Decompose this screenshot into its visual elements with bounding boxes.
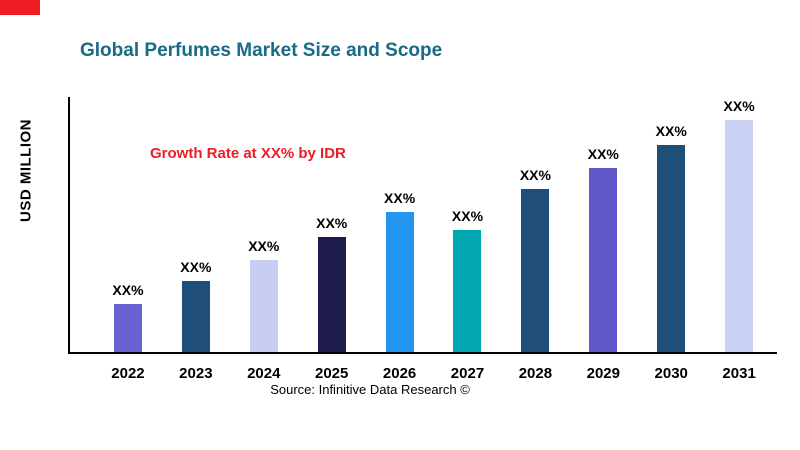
bar-group-2029: XX% 2029 [569, 97, 637, 382]
bar-group-2030: XX% 2030 [637, 97, 705, 382]
bar-group-2027: XX% 2027 [434, 97, 502, 382]
bar-value-label-2029: XX% [587, 146, 619, 163]
x-tick-2031: 2031 [722, 365, 756, 382]
x-tick-2023: 2023 [179, 365, 213, 382]
bars-container: XX% 2022 XX% 2023 XX% 2024 XX% 2025 XX% 2026 XX% 20… [70, 97, 777, 382]
bar-group-2031: XX% 2031 [705, 97, 773, 382]
bar-2031 [725, 119, 754, 352]
bar-group-2024: XX% 2024 [230, 97, 298, 382]
bar-2027 [453, 229, 482, 352]
bar-2029 [589, 168, 618, 352]
y-axis-label: USD MILLION [17, 119, 35, 222]
x-tick-2024: 2024 [247, 365, 281, 382]
red-corner-mark [0, 0, 40, 15]
bar-value-label-2024: XX% [248, 238, 280, 255]
bar-2022 [113, 303, 142, 352]
bar-2025 [317, 237, 346, 352]
bar-2024 [249, 260, 278, 352]
bar-value-label-2030: XX% [655, 123, 687, 140]
bar-group-2025: XX% 2025 [298, 97, 366, 382]
bar-value-label-2022: XX% [112, 281, 144, 298]
bar-value-label-2031: XX% [723, 97, 755, 114]
bar-group-2026: XX% 2026 [366, 97, 434, 382]
bar-2023 [181, 280, 210, 352]
bar-2026 [385, 211, 414, 352]
x-tick-2028: 2028 [518, 365, 553, 382]
bar-group-2022: XX% 2022 [94, 97, 162, 382]
chart-title: Global Perfumes Market Size and Scope [80, 40, 443, 61]
bar-value-label-2026: XX% [384, 189, 416, 206]
x-tick-2027: 2027 [450, 365, 485, 382]
x-tick-2025: 2025 [314, 365, 349, 382]
bar-value-label-2025: XX% [316, 215, 348, 232]
bar-group-2028: XX% 2028 [501, 97, 569, 382]
bar-chart: XX% 2022 XX% 2023 XX% 2024 XX% 2025 XX% 2026 XX% 20… [68, 97, 777, 382]
bar-value-label-2027: XX% [451, 207, 484, 224]
growth-rate-annotation: Growth Rate at XX% by IDR [150, 145, 346, 162]
source-text: Source: Infinitive Data Research © [270, 382, 470, 397]
x-tick-2030: 2030 [654, 365, 688, 382]
x-tick-2026: 2026 [382, 365, 417, 382]
bar-value-label-2023: XX% [180, 258, 212, 275]
bar-group-2023: XX% 2023 [162, 97, 230, 382]
x-tick-2029: 2029 [586, 365, 620, 382]
bar-2030 [657, 145, 686, 352]
bar-2028 [521, 188, 550, 352]
x-tick-2022: 2022 [111, 365, 145, 382]
bar-value-label-2028: XX% [519, 166, 551, 183]
